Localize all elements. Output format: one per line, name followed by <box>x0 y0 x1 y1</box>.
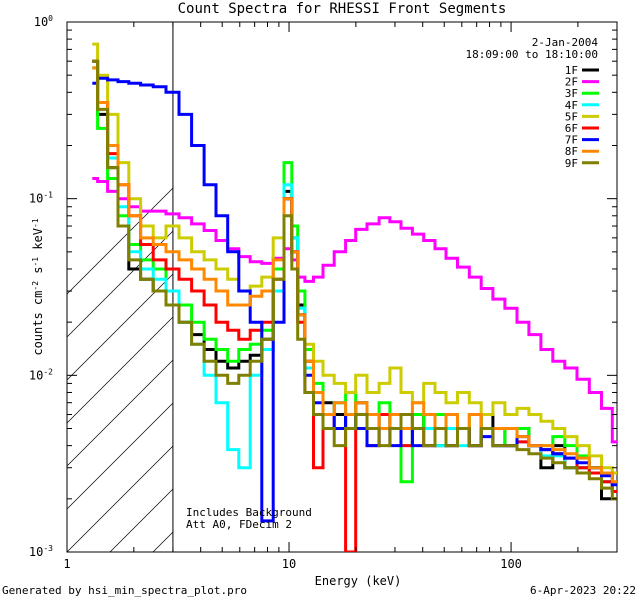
y-tick-label: 10-1 <box>29 191 53 206</box>
series-line-2f <box>92 177 617 444</box>
chart-title: Count Spectra for RHESSI Front Segments <box>178 1 507 17</box>
legend-label: 5F <box>565 110 578 123</box>
series-layer <box>92 42 617 552</box>
legend-label: 2F <box>565 76 578 89</box>
time-range-label: 18:09:00 to 18:10:00 <box>466 48 598 61</box>
y-axis-label: counts cm-2 s-1 keV-1 <box>31 218 45 355</box>
legend-label: 4F <box>565 99 578 112</box>
hatched-region <box>67 22 640 552</box>
hatch-line <box>67 273 173 381</box>
y-tick-label: 10-3 <box>29 544 53 559</box>
x-tick-label: 100 <box>500 557 522 571</box>
series-line-8f <box>92 66 617 484</box>
plot-frame <box>66 21 618 553</box>
axes: 1 10 100 100 10-1 10-2 10-3 <box>29 14 618 571</box>
hatch-line <box>67 230 173 338</box>
legend-label: 3F <box>565 87 578 100</box>
series-line-5f <box>92 42 617 475</box>
y-tick-label: 100 <box>34 14 53 29</box>
legend-label: 8F <box>565 145 578 158</box>
hatch-line <box>67 359 173 467</box>
legend-label: 7F <box>565 134 578 147</box>
x-axis-label: Energy (keV) <box>315 574 402 588</box>
footer-generated-by: Generated by hsi_min_spectra_plot.pro <box>2 584 247 597</box>
legend-label: 6F <box>565 122 578 135</box>
hatch-line <box>67 445 173 552</box>
legend-label: 1F <box>565 64 578 77</box>
x-tick-label: 10 <box>282 557 296 571</box>
series-line-9f <box>92 59 617 501</box>
footer-timestamp: 6-Apr-2023 20:22 <box>530 584 636 597</box>
y-tick-label: 10-2 <box>29 367 53 382</box>
annotation-background: Includes Background <box>186 506 312 519</box>
hatch-line <box>67 402 173 510</box>
x-tick-label: 1 <box>63 557 70 571</box>
date-label: 2-Jan-2004 <box>532 36 599 49</box>
legend-label: 9F <box>565 157 578 170</box>
annotation-attenuator: Att A0, FDecim 2 <box>186 518 292 531</box>
hatch-line <box>67 187 173 295</box>
hatch-line <box>626 22 640 552</box>
